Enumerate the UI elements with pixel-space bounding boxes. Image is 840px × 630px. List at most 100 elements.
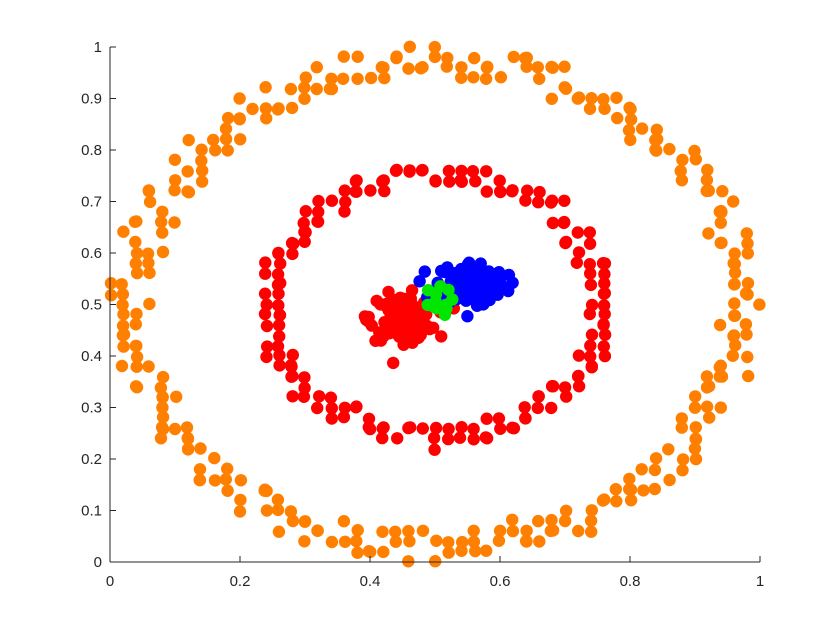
data-point — [702, 184, 715, 197]
data-point — [598, 102, 611, 115]
data-point — [700, 400, 714, 413]
data-point — [435, 330, 448, 343]
data-point — [648, 482, 661, 496]
data-point — [494, 185, 507, 198]
data-point — [233, 92, 246, 105]
data-point — [444, 268, 457, 281]
data-point — [142, 360, 155, 373]
data-point — [442, 432, 455, 446]
data-point — [404, 324, 418, 337]
data-point — [739, 318, 753, 331]
data-point — [583, 102, 597, 116]
data-point — [284, 359, 298, 372]
data-point — [506, 524, 520, 538]
data-point — [286, 247, 299, 261]
data-point — [299, 71, 312, 84]
data-point — [168, 153, 182, 166]
data-point — [221, 111, 235, 125]
data-point — [585, 92, 598, 105]
data-point — [689, 433, 703, 446]
data-point — [312, 205, 325, 219]
data-point — [116, 298, 129, 312]
data-point — [728, 309, 742, 322]
data-point — [531, 401, 544, 415]
data-point — [583, 226, 596, 239]
data-point — [390, 51, 403, 65]
data-point — [558, 381, 572, 394]
data-point — [129, 339, 142, 353]
data-point — [155, 215, 168, 229]
data-point — [455, 71, 468, 85]
data-point — [234, 474, 248, 487]
data-point — [362, 315, 375, 328]
data-point — [442, 164, 456, 178]
data-point — [728, 247, 741, 260]
data-point — [545, 92, 558, 106]
data-point — [428, 50, 442, 64]
data-point — [467, 433, 480, 446]
data-point — [726, 349, 739, 362]
data-point — [196, 164, 209, 177]
data-point — [471, 270, 485, 283]
data-point — [597, 287, 611, 300]
data-point — [701, 163, 714, 177]
y-tick-label: 0.7 — [81, 194, 102, 211]
data-point — [455, 421, 468, 434]
data-point — [156, 245, 170, 259]
data-point — [193, 463, 207, 476]
data-point — [470, 299, 484, 312]
data-point — [713, 318, 727, 332]
data-point — [688, 401, 702, 414]
data-point — [675, 421, 688, 434]
data-point — [272, 299, 285, 312]
data-point — [441, 51, 454, 65]
data-point — [338, 184, 351, 197]
data-point — [479, 431, 492, 444]
data-point — [338, 205, 351, 218]
data-point — [662, 443, 675, 456]
data-point — [258, 483, 272, 496]
data-point — [623, 472, 636, 486]
data-point — [649, 143, 662, 156]
data-point — [715, 206, 728, 219]
data-point — [258, 307, 272, 321]
data-point — [453, 431, 467, 444]
data-point — [702, 227, 715, 240]
data-point — [494, 422, 507, 435]
data-point — [129, 257, 142, 270]
data-point — [727, 257, 740, 270]
data-point — [453, 278, 466, 291]
data-point — [272, 102, 285, 115]
data-point — [493, 174, 506, 187]
data-point — [337, 50, 350, 63]
data-point — [180, 421, 194, 434]
data-point — [403, 40, 416, 53]
data-point — [324, 391, 338, 404]
data-point — [583, 258, 596, 271]
data-point — [635, 122, 649, 135]
y-tick-label: 0.4 — [81, 348, 102, 365]
data-point — [351, 546, 364, 559]
data-point — [492, 412, 506, 425]
data-point — [156, 410, 170, 424]
data-point — [182, 442, 195, 455]
data-point — [375, 60, 388, 74]
data-point — [559, 235, 573, 249]
data-point — [571, 370, 585, 383]
data-point — [466, 165, 480, 178]
data-point — [430, 534, 443, 547]
data-point — [389, 525, 402, 538]
data-point — [416, 524, 430, 537]
data-point — [583, 307, 596, 321]
data-point — [142, 256, 155, 270]
data-point — [143, 266, 156, 280]
data-point — [219, 473, 232, 486]
data-point — [416, 163, 429, 177]
data-point — [362, 545, 376, 558]
data-point — [325, 82, 339, 96]
data-point — [688, 442, 702, 455]
data-point — [298, 92, 311, 105]
data-point — [208, 451, 221, 465]
data-point — [597, 318, 610, 332]
data-point — [377, 545, 390, 559]
